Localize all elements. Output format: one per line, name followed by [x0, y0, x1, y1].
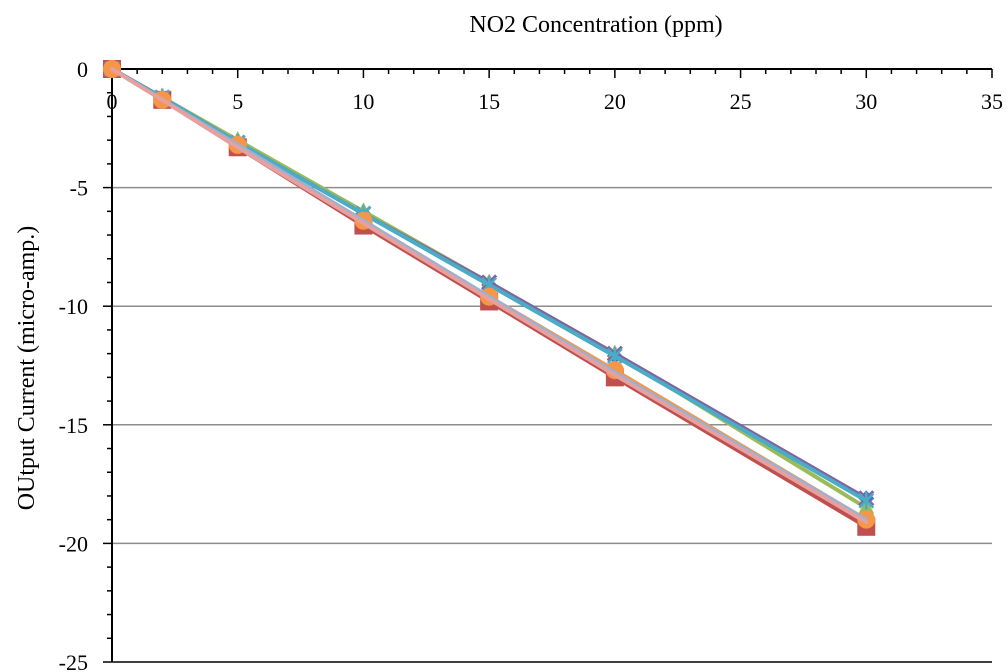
- y-tick-label: -15: [59, 413, 88, 438]
- x-tick-label: 0: [107, 89, 118, 114]
- x-axis-title: NO2 Concentration (ppm): [469, 12, 722, 38]
- y-tick-label: -5: [70, 176, 88, 201]
- series-line: [110, 67, 869, 525]
- axes: 0 5 10 15 20 25 30 35 0 -5 -10 -15 -20 -25: [59, 57, 1003, 672]
- x-tick-label: 35: [981, 89, 1003, 114]
- y-tick-label: -10: [59, 294, 88, 319]
- y-axis-title: OUtput Current (micro-amp.): [14, 226, 40, 511]
- x-tick-label: 5: [232, 89, 243, 114]
- x-tick-label: 25: [730, 89, 752, 114]
- x-tick-label: 15: [478, 89, 500, 114]
- y-tick-label: -20: [59, 531, 88, 556]
- series-layer: [103, 60, 876, 536]
- y-tick-label: -25: [59, 650, 88, 672]
- x-tick-label: 20: [604, 89, 626, 114]
- x-tick-label: 10: [352, 89, 374, 114]
- data-point: [858, 491, 875, 510]
- y-tick-label: 0: [77, 57, 88, 82]
- grid-lines: [112, 186, 992, 545]
- x-tick-label: 30: [855, 89, 877, 114]
